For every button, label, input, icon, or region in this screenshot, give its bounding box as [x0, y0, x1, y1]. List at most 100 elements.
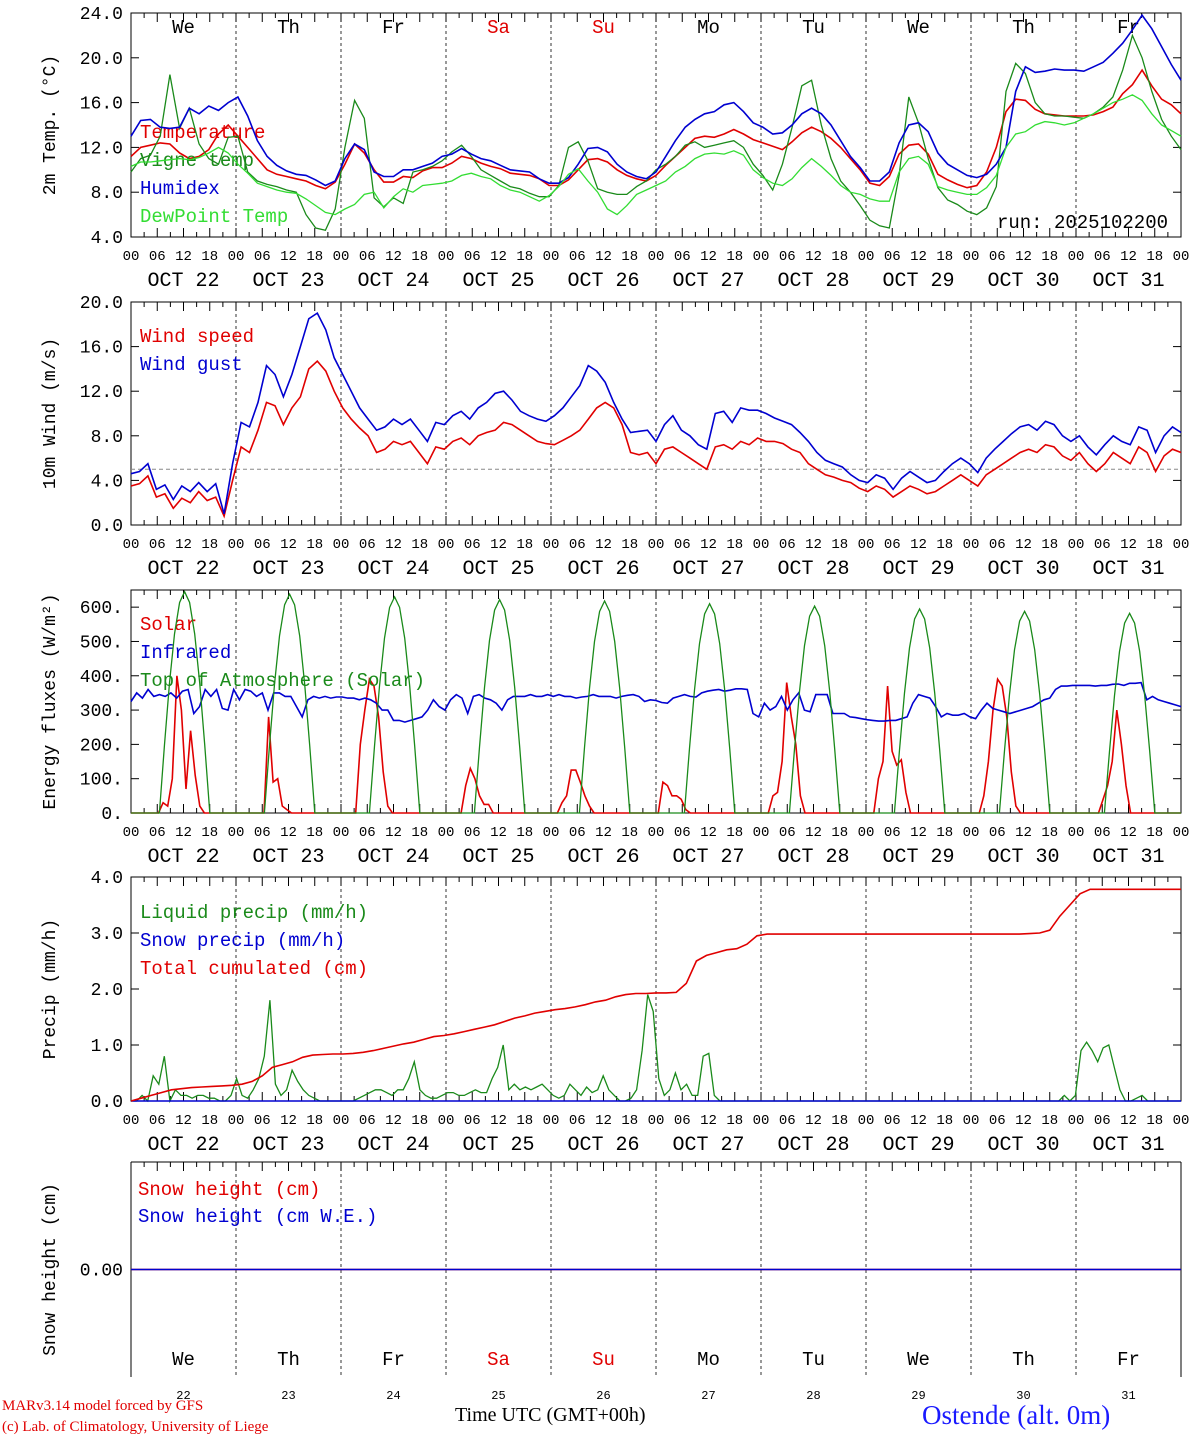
hour-tick-label: 00 — [228, 537, 245, 553]
hour-tick-label: 18 — [201, 249, 218, 265]
date-label: OCT 27 — [672, 846, 744, 869]
hour-tick-label: 12 — [175, 1113, 192, 1129]
date-label: OCT 28 — [777, 270, 849, 293]
hour-tick-label: 18 — [1146, 537, 1163, 553]
hour-tick-label: 18 — [516, 249, 533, 265]
hour-tick-label: 06 — [254, 825, 271, 841]
hour-tick-label: 00 — [753, 1113, 770, 1129]
hour-tick-label: 12 — [595, 825, 612, 841]
hour-tick-label: 18 — [726, 249, 743, 265]
hour-tick-label: 06 — [779, 1113, 796, 1129]
hour-tick-label: 06 — [989, 537, 1006, 553]
date-label: OCT 23 — [252, 558, 324, 581]
hour-tick-label: 00 — [648, 537, 665, 553]
date-label: OCT 31 — [1092, 270, 1164, 293]
legend-entry: Snow height (cm W.E.) — [138, 1206, 377, 1228]
hour-tick-label: 06 — [1094, 825, 1111, 841]
hour-tick-label: 06 — [989, 825, 1006, 841]
date-label: OCT 30 — [987, 846, 1059, 869]
legend-entry: Vigne temp — [140, 150, 254, 172]
date-label: OCT 25 — [462, 270, 534, 293]
hour-tick-label: 12 — [280, 825, 297, 841]
hour-tick-label: 06 — [989, 249, 1006, 265]
hour-tick-label: 12 — [700, 249, 717, 265]
x-axis-label: Time UTC (GMT+00h) — [455, 1404, 646, 1426]
y-tick-label: 300. — [80, 702, 123, 722]
hour-tick-label: 12 — [1015, 825, 1032, 841]
hour-tick-label: 06 — [779, 537, 796, 553]
series-line — [130, 888, 1181, 1102]
hour-tick-label: 12 — [490, 537, 507, 553]
hour-tick-label: 18 — [516, 825, 533, 841]
hour-tick-label: 06 — [359, 249, 376, 265]
hour-tick-label: 00 — [228, 249, 245, 265]
hour-tick-label: 12 — [700, 1113, 717, 1129]
hour-tick-label: 12 — [700, 825, 717, 841]
hour-tick-label: 12 — [490, 1113, 507, 1129]
hour-tick-label: 06 — [359, 825, 376, 841]
legend-entry: Liquid precip (mm/h) — [140, 902, 368, 924]
day-number-label: 23 — [281, 1389, 295, 1403]
legend-entry: Snow precip (mm/h) — [140, 930, 345, 952]
hour-tick-label: 12 — [1015, 1113, 1032, 1129]
day-number-label: 22 — [176, 1389, 190, 1403]
date-label: OCT 26 — [567, 270, 639, 293]
y-tick-label: 200. — [80, 736, 123, 756]
hour-tick-label: 06 — [569, 249, 586, 265]
hour-tick-label: 12 — [490, 825, 507, 841]
date-label: OCT 26 — [567, 1134, 639, 1157]
date-label: OCT 23 — [252, 270, 324, 293]
hour-tick-label: 18 — [726, 537, 743, 553]
hour-tick-label: 12 — [1120, 1113, 1137, 1129]
hour-tick-label: 00 — [753, 249, 770, 265]
hour-tick-label: 06 — [149, 537, 166, 553]
hour-tick-label: 00 — [1173, 249, 1190, 265]
footer-model: MARv3.14 model forced by GFS — [2, 1398, 204, 1414]
hour-tick-label: 00 — [1173, 537, 1190, 553]
hour-tick-label: 12 — [280, 1113, 297, 1129]
date-label: OCT 24 — [357, 1134, 429, 1157]
date-label: OCT 31 — [1092, 558, 1164, 581]
y-tick-label: 1.0 — [91, 1037, 123, 1057]
hour-tick-label: 12 — [595, 537, 612, 553]
y-tick-label: 20.0 — [80, 50, 123, 70]
hour-tick-label: 00 — [1068, 537, 1085, 553]
hour-tick-label: 18 — [1146, 249, 1163, 265]
series-line — [130, 311, 1182, 515]
hour-tick-label: 00 — [858, 1113, 875, 1129]
hour-tick-label: 06 — [674, 825, 691, 841]
hour-tick-label: 06 — [569, 537, 586, 553]
hour-tick-label: 18 — [411, 825, 428, 841]
y-axis-label: Snow height (cm) — [41, 1183, 61, 1356]
hour-tick-label: 18 — [621, 825, 638, 841]
hour-tick-label: 18 — [1041, 1113, 1058, 1129]
hour-tick-label: 00 — [543, 537, 560, 553]
hour-tick-label: 00 — [123, 1113, 140, 1129]
day-number-label: 28 — [806, 1389, 820, 1403]
hour-tick-label: 12 — [700, 537, 717, 553]
hour-tick-label: 06 — [779, 825, 796, 841]
hour-tick-label: 18 — [516, 537, 533, 553]
date-label: OCT 22 — [147, 1134, 219, 1157]
run-label: run: 2025102200 — [997, 212, 1168, 234]
hour-tick-label: 06 — [1094, 249, 1111, 265]
weekday-label: Th — [1012, 17, 1035, 39]
hour-tick-label: 00 — [228, 825, 245, 841]
y-tick-label: 4.0 — [91, 472, 123, 492]
hour-tick-label: 12 — [1120, 249, 1137, 265]
hour-tick-label: 12 — [280, 537, 297, 553]
hour-tick-label: 06 — [674, 537, 691, 553]
hour-tick-label: 06 — [1094, 537, 1111, 553]
hour-tick-label: 12 — [1015, 537, 1032, 553]
weekday-label: Th — [1012, 1349, 1035, 1371]
y-tick-label: 0.0 — [91, 1093, 123, 1113]
weekday-label: Th — [277, 1349, 300, 1371]
hour-tick-label: 18 — [1041, 249, 1058, 265]
weekday-label: Th — [277, 17, 300, 39]
legend-entry: Snow height (cm) — [138, 1179, 320, 1201]
date-label: OCT 23 — [252, 1134, 324, 1157]
hour-tick-label: 06 — [884, 249, 901, 265]
hour-tick-label: 12 — [805, 1113, 822, 1129]
hour-tick-label: 00 — [333, 1113, 350, 1129]
hour-tick-label: 00 — [438, 825, 455, 841]
